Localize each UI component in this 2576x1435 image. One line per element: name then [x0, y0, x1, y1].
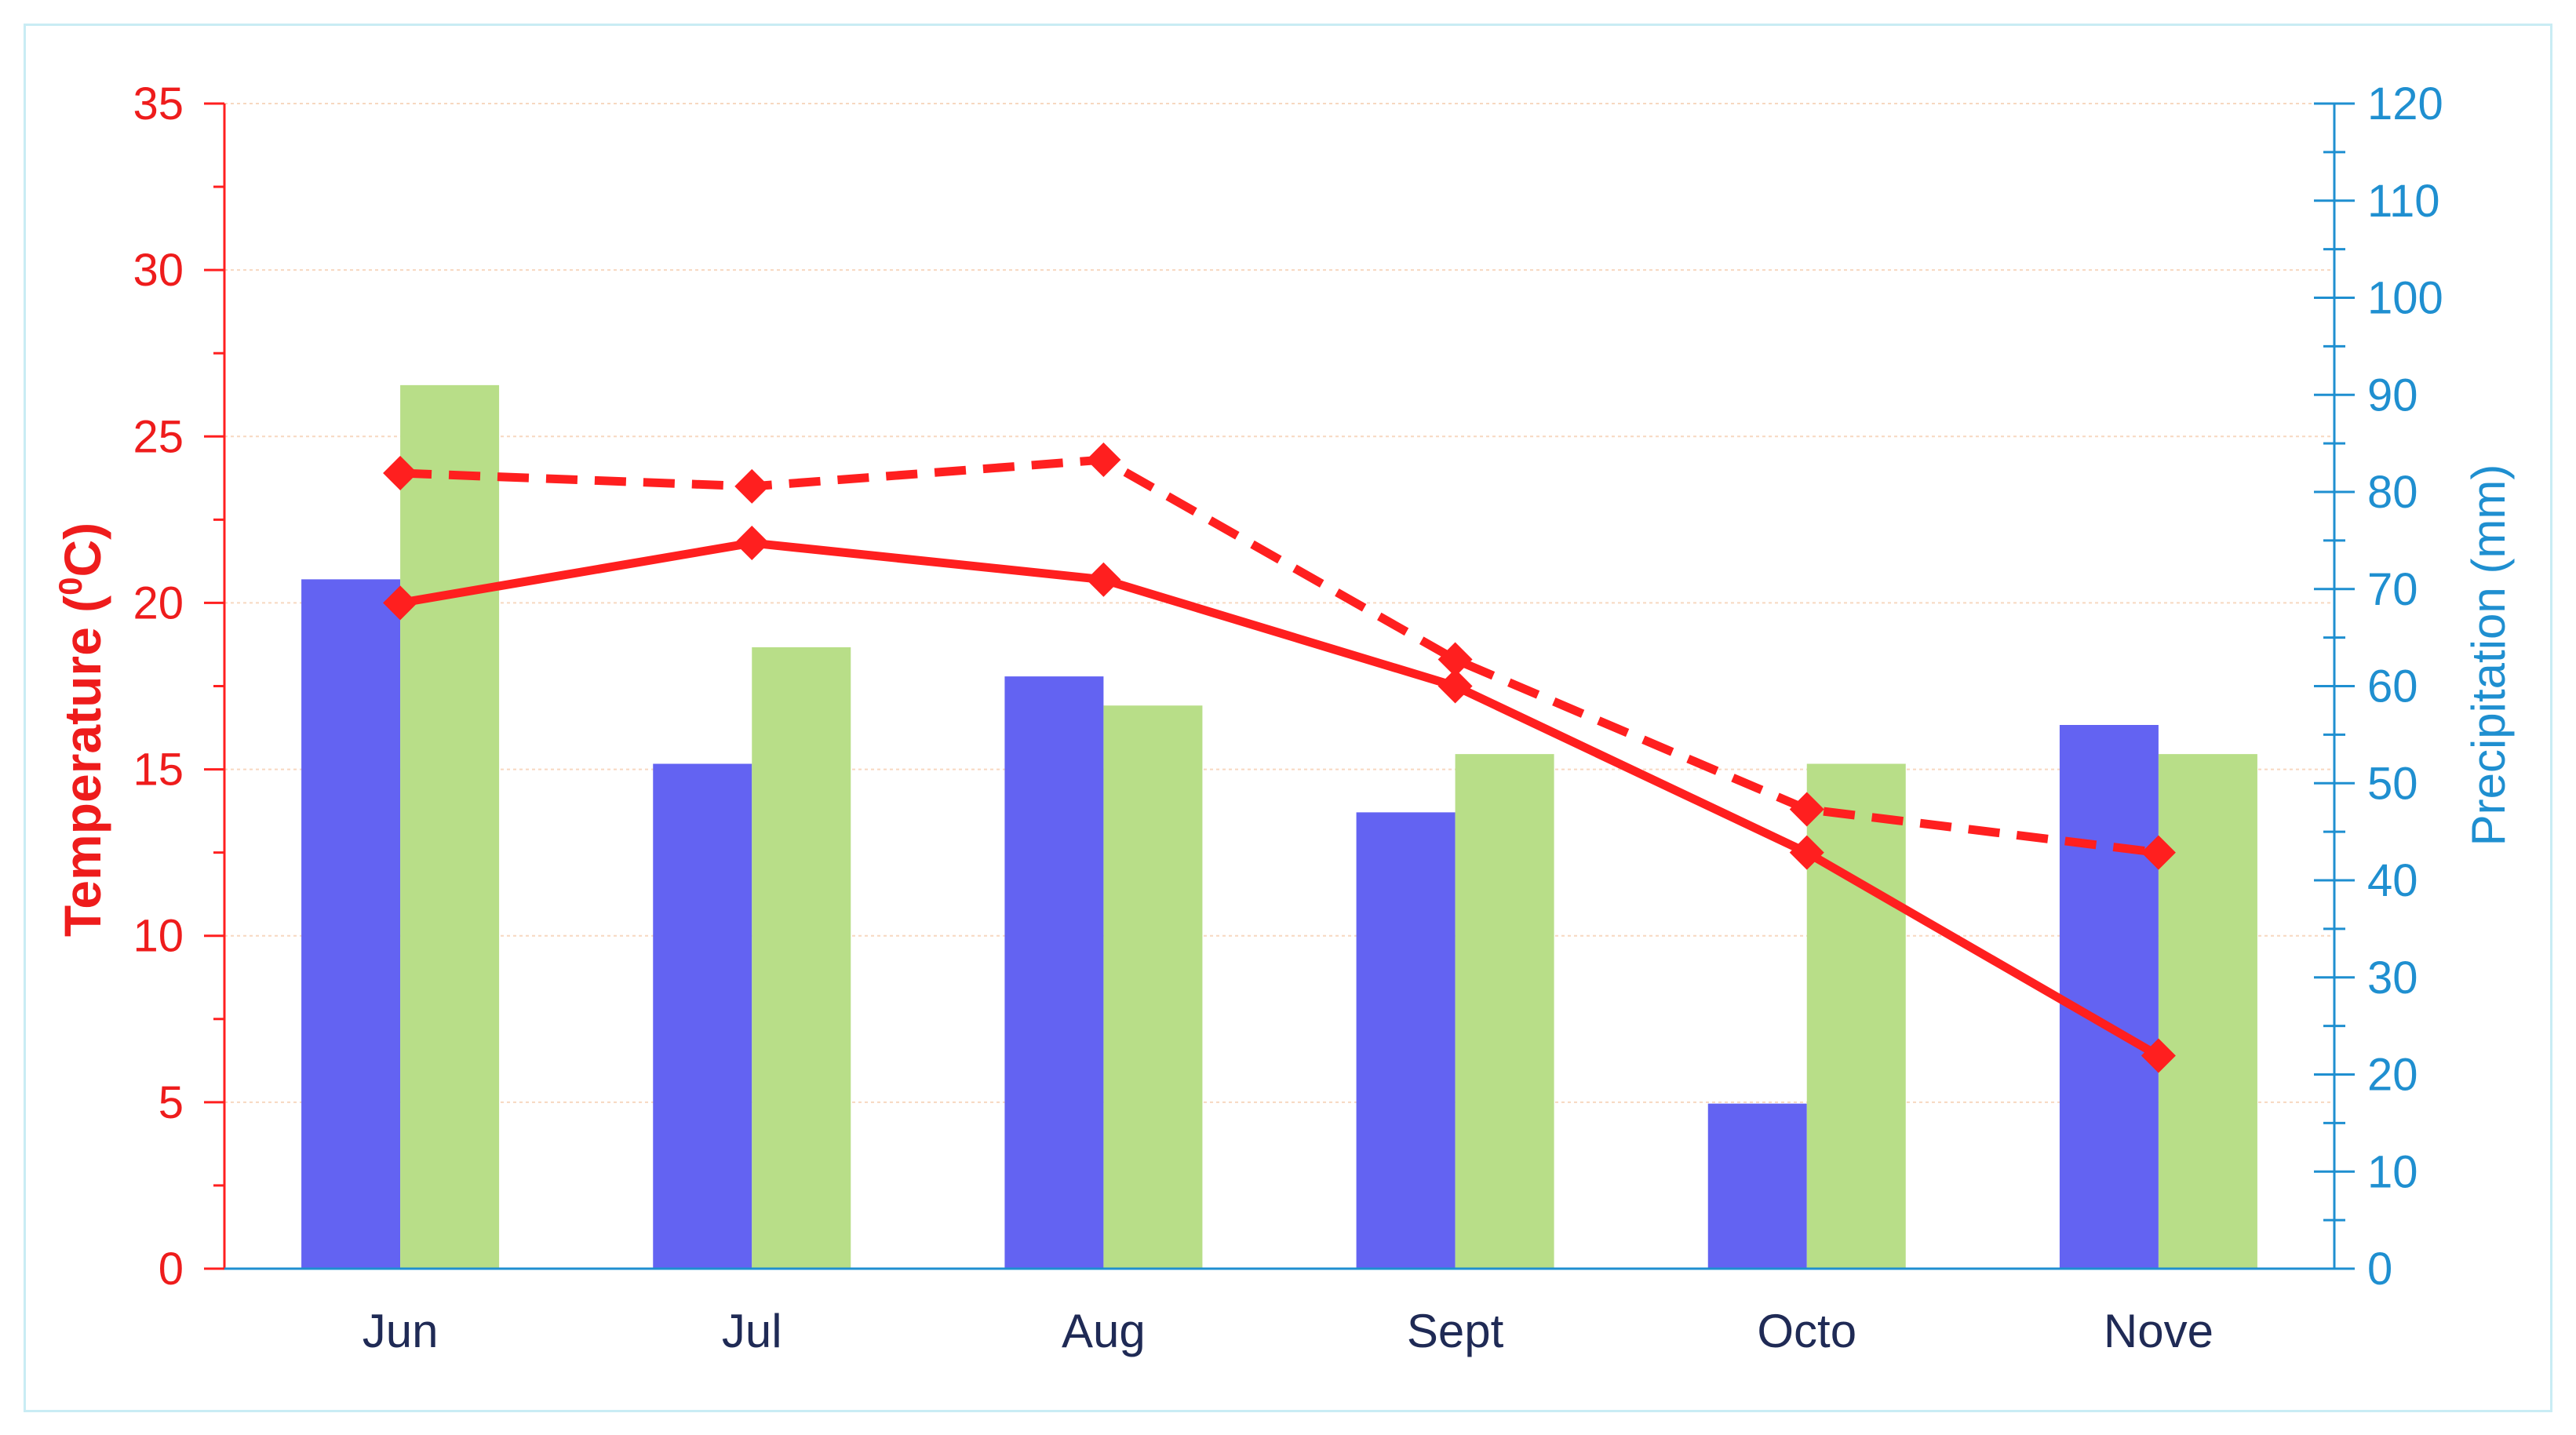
left-axis-tick-label: 10: [133, 911, 184, 962]
marker-dashed-jun: [383, 455, 418, 490]
x-axis-tick-label: Jul: [722, 1305, 782, 1357]
right-axis-tick-label: 70: [2367, 564, 2418, 615]
right-axis-tick-label: 30: [2367, 952, 2418, 1003]
marker-solid-nove: [2141, 1038, 2176, 1073]
right-axis-tick-label: 20: [2367, 1050, 2418, 1101]
marker-dashed-aug: [1086, 442, 1121, 477]
marker-dashed-octo: [1789, 792, 1824, 827]
left-axis-tick-label: 5: [158, 1077, 184, 1128]
x-axis-tick-label: Nove: [2104, 1305, 2213, 1357]
bar-series1-jun: [301, 579, 401, 1269]
right-axis-tick-label: 120: [2367, 78, 2443, 129]
line-series-dashed: [399, 455, 2159, 858]
right-axis-tick-label: 10: [2367, 1146, 2418, 1197]
grid-lines: [224, 103, 2334, 1103]
right-axis-tick-label: 60: [2367, 661, 2418, 712]
bar-series2-jun: [400, 384, 500, 1269]
marker-solid-jun: [383, 585, 418, 621]
left-axis-label: Temperature (0C): [52, 523, 111, 937]
right-axis-tick-label: 80: [2367, 467, 2418, 518]
bar-layer: [301, 384, 2257, 1269]
marker-dashed-jul: [734, 468, 770, 504]
left-axis-tick-label: 30: [133, 245, 184, 296]
bar-series2-octo: [1806, 763, 1906, 1269]
bar-series2-nove: [2158, 754, 2257, 1269]
right-axis-tick-label: 90: [2367, 370, 2418, 421]
left-axis-tick-label: 15: [133, 745, 184, 796]
bar-series1-octo: [1707, 1103, 1807, 1269]
bar-series1-sept: [1356, 812, 1456, 1269]
right-axis-tick-label: 100: [2367, 273, 2443, 324]
bar-series2-aug: [1103, 705, 1203, 1269]
marker-dashed-sept: [1437, 642, 1473, 677]
tick-labels: 0 5 10 15 20 25 30 35 0 10 20 30 40 50 60 70 80 90 100 110 1…: [133, 78, 2443, 1357]
right-axis-label: Precipitation (mm): [2462, 464, 2515, 847]
x-axis-tick-label: Sept: [1407, 1305, 1504, 1357]
right-axis-tick-label: 50: [2367, 758, 2418, 809]
left-axis-tick-label: 0: [158, 1244, 184, 1295]
marker-dashed-nove: [2141, 835, 2176, 870]
x-axis-tick-label: Aug: [1062, 1305, 1146, 1357]
marker-solid-jul: [734, 526, 770, 561]
bar-series2-jul: [752, 647, 851, 1269]
marker-solid-octo: [1789, 835, 1824, 870]
bar-series2-sept: [1455, 754, 1554, 1269]
left-axis-label-main: Temperature (: [53, 595, 111, 937]
left-axis-tick-label: 20: [133, 577, 184, 628]
left-axis-tick-label: 25: [133, 411, 184, 462]
x-axis-tick-label: Jun: [363, 1305, 439, 1357]
right-axis-tick-label: 110: [2367, 176, 2439, 227]
bar-series1-jul: [653, 763, 752, 1269]
left-axis-label-tail: C): [53, 523, 111, 577]
line-series-solid: [399, 538, 2161, 1060]
bar-series1-aug: [1004, 676, 1104, 1269]
marker-solid-sept: [1437, 668, 1473, 704]
left-axis-label-superscript: 0: [52, 577, 89, 595]
line-layer: [383, 442, 2176, 1073]
axes-layer: [204, 102, 2355, 1270]
bar-series1-nove: [2059, 725, 2159, 1269]
x-axis-tick-label: Octo: [1757, 1305, 1856, 1357]
right-axis-tick-label: 0: [2367, 1244, 2392, 1295]
left-axis-tick-label: 35: [133, 78, 184, 129]
right-axis-tick-label: 40: [2367, 855, 2418, 906]
marker-solid-aug: [1086, 562, 1121, 597]
